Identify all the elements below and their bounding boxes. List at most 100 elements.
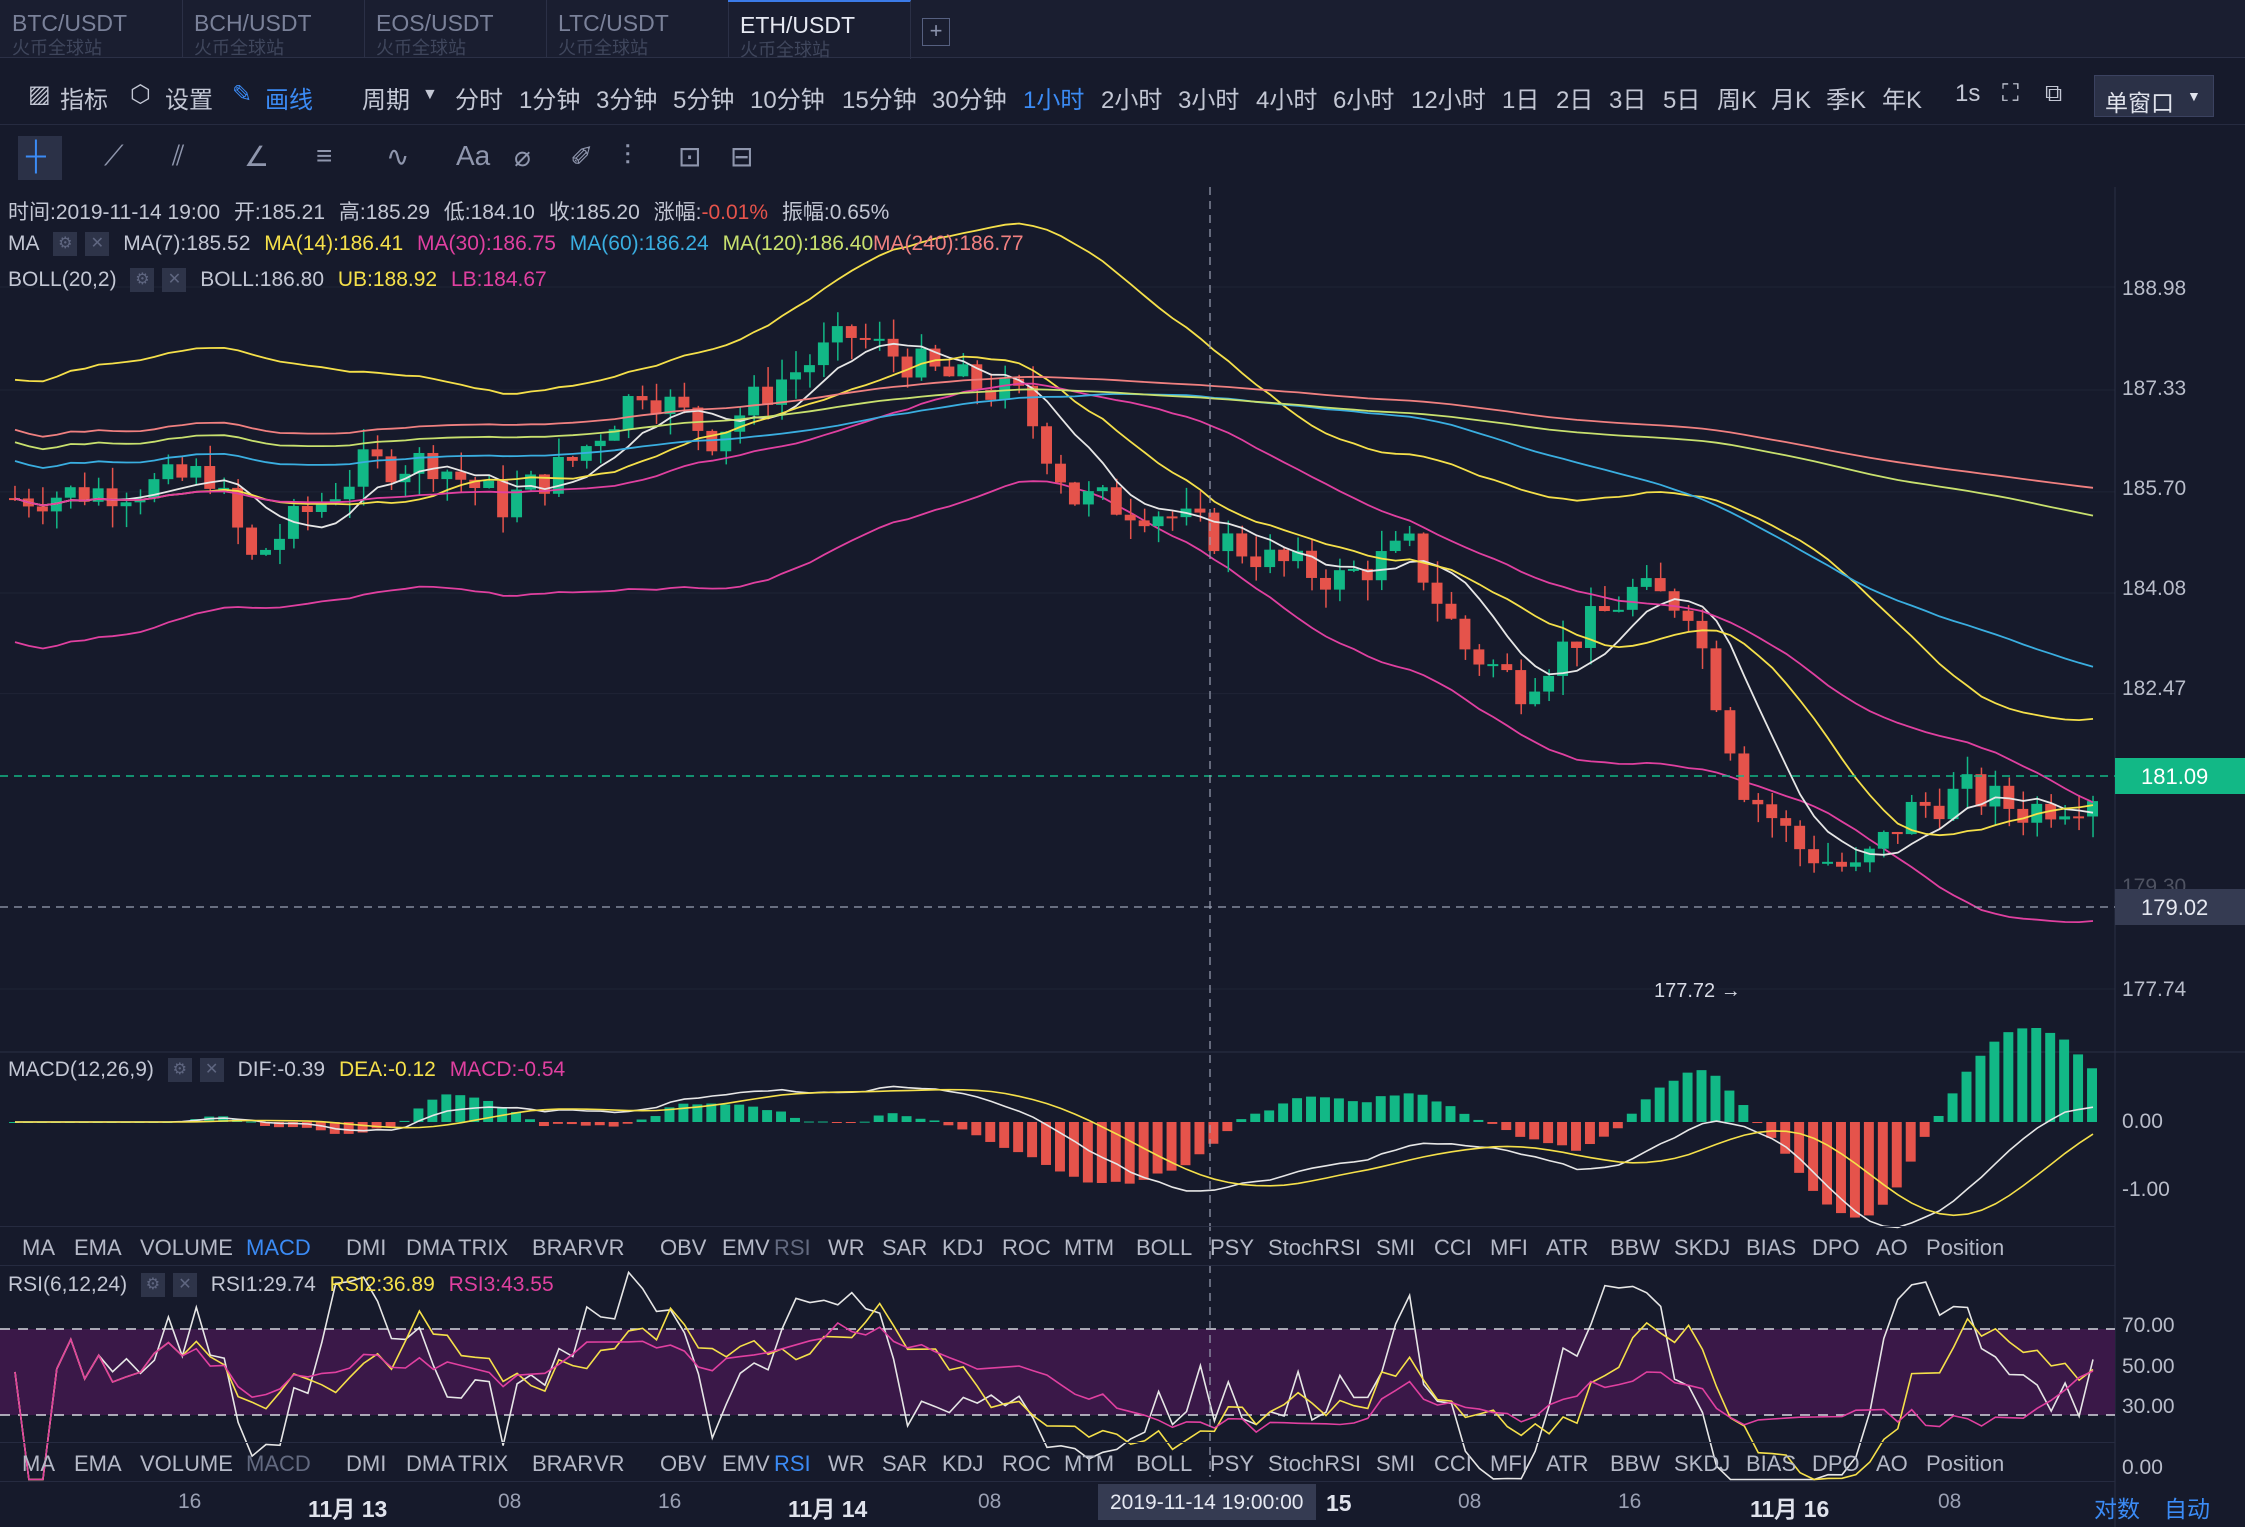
indicator-tab-mtm[interactable]: MTM (1064, 1451, 1115, 1476)
indicator-tab-kdj[interactable]: KDJ (942, 1451, 984, 1476)
period-item[interactable]: 5分钟 (673, 87, 735, 114)
window-select[interactable]: 单窗口 ▼ (2094, 75, 2214, 117)
indicator-tab-volume[interactable]: VOLUME (140, 1451, 233, 1476)
chevron-down-icon[interactable]: ▼ (422, 86, 438, 103)
draw-button[interactable]: 画线 (265, 87, 313, 114)
indicator-tab-skdj[interactable]: SKDJ (1674, 1235, 1731, 1260)
close-icon[interactable]: ✕ (85, 232, 110, 257)
indicator-tab-brar[interactable]: BRAR (532, 1451, 594, 1476)
indicator-tab-macd[interactable]: MACD (246, 1235, 311, 1260)
indicator-tab-emv[interactable]: EMV (722, 1451, 770, 1476)
indicator-tab-dma[interactable]: DMA (406, 1235, 455, 1260)
indicator-tab-smi[interactable]: SMI (1376, 1235, 1416, 1260)
indicator-tab-roc[interactable]: ROC (1002, 1235, 1051, 1260)
brush-icon[interactable]: ✐ (570, 141, 594, 172)
tab-bch-usdt[interactable]: BCH/USDT 火币全球站 (182, 0, 365, 58)
indicator-tab-bias[interactable]: BIAS (1746, 1451, 1797, 1476)
period-item[interactable]: 3日 (1609, 87, 1647, 114)
gear-icon[interactable]: ⚙ (130, 268, 155, 293)
indicator-tab-psy[interactable]: PSY (1210, 1451, 1255, 1476)
indicator-tab-ma[interactable]: MA (22, 1451, 55, 1476)
indicator-tab-ao[interactable]: AO (1876, 1235, 1908, 1260)
screenshot-icon[interactable]: ⧉ (2045, 80, 2063, 107)
period-item[interactable]: 15分钟 (842, 87, 917, 114)
indicator-tab-trix[interactable]: TRIX (458, 1235, 509, 1260)
auto-scale-button[interactable]: 自动 (2164, 1496, 2210, 1522)
indicator-tab-mtm[interactable]: MTM (1064, 1235, 1115, 1260)
indicator-tab-cci[interactable]: CCI (1434, 1235, 1472, 1260)
period-item[interactable]: 季K (1826, 87, 1867, 114)
period-item[interactable]: 3分钟 (596, 87, 658, 114)
period-item[interactable]: 2日 (1556, 87, 1594, 114)
ruler-icon[interactable]: ⌀ (514, 141, 531, 172)
period-item[interactable]: 12小时 (1411, 87, 1486, 114)
kline-chart[interactable] (0, 187, 2245, 1527)
interval-label[interactable]: 1s (1955, 80, 1981, 107)
pencil-icon[interactable]: ✎ (232, 81, 253, 108)
indicator-tab-volume[interactable]: VOLUME (140, 1235, 233, 1260)
indicator-tab-bias[interactable]: BIAS (1746, 1235, 1797, 1260)
indicator-button[interactable]: 指标 (60, 87, 108, 114)
indicator-tab-psy[interactable]: PSY (1210, 1235, 1255, 1260)
indicator-tab-sar[interactable]: SAR (882, 1235, 928, 1260)
period-item[interactable]: 年K (1882, 87, 1923, 114)
indicator-tab-position[interactable]: Position (1926, 1451, 2005, 1476)
hline-icon[interactable]: ≡ (316, 140, 333, 171)
indicator-tab-vr[interactable]: VR (594, 1235, 625, 1260)
tab-btc-usdt[interactable]: BTC/USDT 火币全球站 (0, 0, 183, 58)
fullscreen-icon[interactable]: ⛶ (2002, 80, 2019, 107)
gear-icon[interactable]: ⚙ (140, 1273, 165, 1298)
period-item[interactable]: 1分钟 (519, 87, 581, 114)
indicator-tab-wr[interactable]: WR (828, 1235, 865, 1260)
indicator-tab-stochrsi[interactable]: StochRSI (1268, 1235, 1361, 1260)
log-scale-button[interactable]: 对数 (2094, 1496, 2140, 1522)
indicator-tab-wr[interactable]: WR (828, 1451, 865, 1476)
indicator-icon[interactable]: ▨ (28, 81, 51, 108)
indicator-tab-mfi[interactable]: MFI (1490, 1235, 1528, 1260)
indicator-tab-rsi[interactable]: RSI (774, 1451, 811, 1476)
indicator-tab-kdj[interactable]: KDJ (942, 1235, 984, 1260)
trendline-icon[interactable]: ⟋ (104, 140, 124, 171)
text-icon[interactable]: Aa (456, 140, 491, 171)
indicator-tab-ema[interactable]: EMA (74, 1235, 122, 1260)
tab-eth-usdt[interactable]: ETH/USDT 火币全球站 (728, 0, 911, 60)
indicator-tab-dpo[interactable]: DPO (1812, 1235, 1860, 1260)
indicator-tab-sar[interactable]: SAR (882, 1451, 928, 1476)
period-item[interactable]: 5日 (1663, 87, 1701, 114)
settings-icon[interactable]: ⬡ (130, 81, 151, 108)
period-item[interactable]: 1日 (1502, 87, 1540, 114)
crosshair-icon[interactable]: ┼ (26, 140, 46, 171)
lock-icon[interactable]: ⊡ (678, 141, 702, 172)
indicator-tab-mfi[interactable]: MFI (1490, 1451, 1528, 1476)
indicator-tab-dma[interactable]: DMA (406, 1451, 455, 1476)
gear-icon[interactable]: ⚙ (167, 1058, 192, 1083)
indicator-tab-dpo[interactable]: DPO (1812, 1451, 1860, 1476)
close-icon[interactable]: ✕ (172, 1273, 197, 1298)
add-tab-button[interactable]: + (922, 18, 950, 46)
period-item[interactable]: 分时 (455, 87, 503, 114)
indicator-tab-stochrsi[interactable]: StochRSI (1268, 1451, 1361, 1476)
close-icon[interactable]: ✕ (199, 1058, 224, 1083)
indicator-tab-atr[interactable]: ATR (1546, 1235, 1589, 1260)
period-item[interactable]: 10分钟 (750, 87, 825, 114)
indicator-tab-cci[interactable]: CCI (1434, 1451, 1472, 1476)
indicator-tab-macd[interactable]: MACD (246, 1451, 311, 1476)
indicator-tab-roc[interactable]: ROC (1002, 1451, 1051, 1476)
indicator-tab-ema[interactable]: EMA (74, 1451, 122, 1476)
indicator-tab-dmi[interactable]: DMI (346, 1235, 387, 1260)
indicator-tab-boll[interactable]: BOLL (1136, 1451, 1193, 1476)
crosshair-tool[interactable] (18, 136, 62, 180)
channel-icon[interactable]: ⫽ (172, 140, 185, 171)
wave-icon[interactable]: ∿ (386, 141, 410, 172)
period-item[interactable]: 6小时 (1333, 87, 1395, 114)
indicator-tab-bbw[interactable]: BBW (1610, 1235, 1661, 1260)
indicator-tab-vr[interactable]: VR (594, 1451, 625, 1476)
indicator-tab-obv[interactable]: OBV (660, 1451, 707, 1476)
settings-button[interactable]: 设置 (165, 87, 213, 114)
close-icon[interactable]: ✕ (162, 268, 187, 293)
period-item[interactable]: 周K (1717, 87, 1758, 114)
period-item[interactable]: 4小时 (1256, 87, 1318, 114)
angle-icon[interactable]: ∠ (244, 141, 270, 172)
indicator-tab-emv[interactable]: EMV (722, 1235, 770, 1260)
period-item[interactable]: 月K (1771, 87, 1812, 114)
